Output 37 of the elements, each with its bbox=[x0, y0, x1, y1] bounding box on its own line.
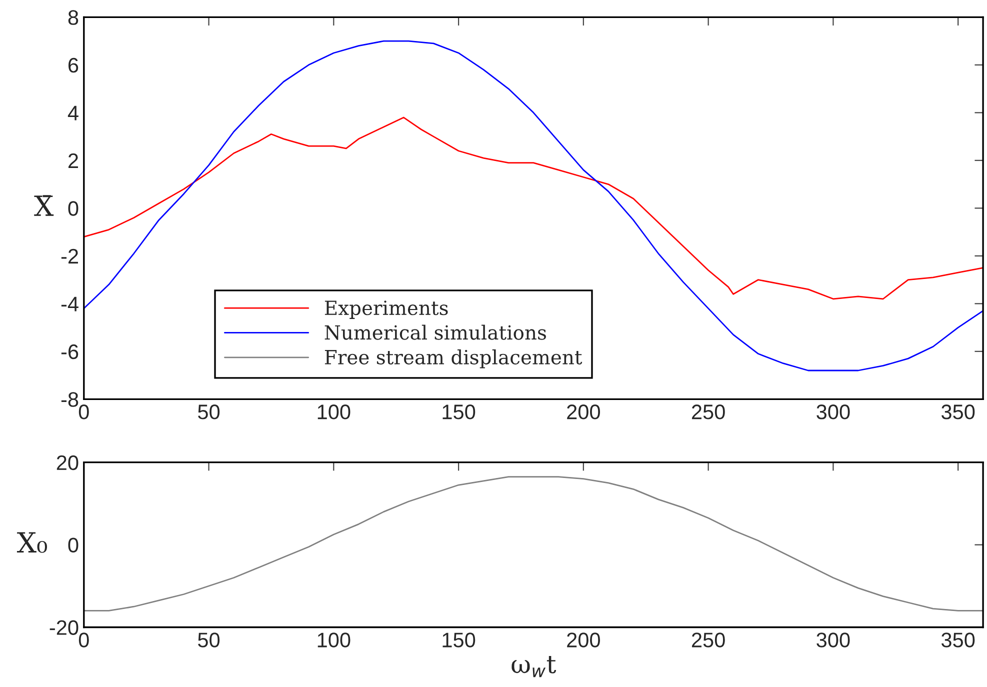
y-axis-title: X̄ bbox=[34, 195, 54, 216]
x-tick-label: 50 bbox=[198, 404, 220, 420]
x-tick-label: 100 bbox=[318, 404, 350, 420]
x-axis-title: ω$_{w}$t bbox=[512, 656, 556, 678]
y-axis-title: X₀ bbox=[16, 532, 47, 553]
x-tick-label: 350 bbox=[941, 404, 975, 420]
y-tick-label: 0 bbox=[68, 201, 78, 216]
x-tick-label: 100 bbox=[318, 632, 350, 648]
line-series bbox=[84, 116, 984, 300]
x-tick-label: 350 bbox=[941, 632, 975, 648]
x-tick-label: 300 bbox=[816, 632, 850, 648]
y-tick-label: -8 bbox=[61, 392, 78, 407]
x-tick-label: 200 bbox=[567, 404, 600, 420]
y-tick-label: 20 bbox=[56, 455, 78, 470]
y-tick-label: 4 bbox=[68, 106, 78, 120]
y-tick-label: -4 bbox=[61, 296, 78, 312]
y-tick-label: 0 bbox=[68, 538, 78, 553]
x-tick-label: 250 bbox=[692, 632, 725, 648]
line-series bbox=[84, 40, 984, 372]
legend-label: Experiments bbox=[324, 300, 448, 319]
x-tick-label: 250 bbox=[692, 404, 725, 420]
legend-label: Free stream displacement bbox=[324, 349, 582, 368]
y-tick-label: -2 bbox=[61, 248, 78, 264]
x-tick-label: 50 bbox=[198, 632, 220, 648]
x-tick-label: 300 bbox=[816, 404, 850, 420]
y-tick-label: 6 bbox=[68, 58, 78, 73]
x-tick-label: 150 bbox=[442, 404, 476, 420]
x-tick-label: 200 bbox=[567, 632, 600, 648]
x-tick-label: 0 bbox=[78, 404, 89, 420]
y-tick-label: -6 bbox=[61, 344, 78, 360]
y-tick-label: -20 bbox=[50, 620, 78, 635]
y-tick-label: 8 bbox=[68, 10, 78, 25]
x-tick-label: 0 bbox=[78, 632, 89, 648]
legend-label: Numerical simulations bbox=[324, 324, 546, 340]
x-tick-label: 150 bbox=[442, 632, 476, 648]
y-tick-label: 2 bbox=[68, 153, 78, 168]
line-series bbox=[84, 476, 984, 612]
